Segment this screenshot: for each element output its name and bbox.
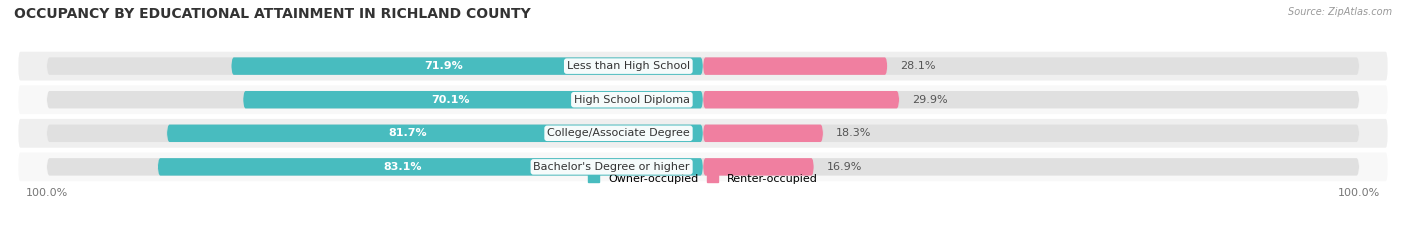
Legend: Owner-occupied, Renter-occupied: Owner-occupied, Renter-occupied: [583, 169, 823, 188]
Text: 100.0%: 100.0%: [1339, 188, 1381, 198]
Text: OCCUPANCY BY EDUCATIONAL ATTAINMENT IN RICHLAND COUNTY: OCCUPANCY BY EDUCATIONAL ATTAINMENT IN R…: [14, 7, 531, 21]
FancyBboxPatch shape: [46, 57, 1360, 75]
Text: 29.9%: 29.9%: [912, 95, 948, 105]
Text: 28.1%: 28.1%: [900, 61, 936, 71]
Text: 71.9%: 71.9%: [425, 61, 463, 71]
Text: 83.1%: 83.1%: [384, 162, 422, 172]
FancyBboxPatch shape: [17, 84, 1389, 115]
FancyBboxPatch shape: [703, 91, 900, 108]
Text: High School Diploma: High School Diploma: [574, 95, 690, 105]
FancyBboxPatch shape: [46, 91, 1360, 108]
Text: College/Associate Degree: College/Associate Degree: [547, 128, 690, 138]
Text: 16.9%: 16.9%: [827, 162, 862, 172]
FancyBboxPatch shape: [703, 158, 814, 176]
FancyBboxPatch shape: [703, 125, 823, 142]
FancyBboxPatch shape: [167, 125, 703, 142]
FancyBboxPatch shape: [46, 125, 1360, 142]
Text: Source: ZipAtlas.com: Source: ZipAtlas.com: [1288, 7, 1392, 17]
FancyBboxPatch shape: [17, 151, 1389, 182]
Text: 100.0%: 100.0%: [25, 188, 67, 198]
Text: 81.7%: 81.7%: [389, 128, 427, 138]
Text: 18.3%: 18.3%: [837, 128, 872, 138]
FancyBboxPatch shape: [17, 51, 1389, 82]
FancyBboxPatch shape: [243, 91, 703, 108]
Text: Bachelor's Degree or higher: Bachelor's Degree or higher: [533, 162, 690, 172]
FancyBboxPatch shape: [703, 57, 887, 75]
Text: 70.1%: 70.1%: [430, 95, 470, 105]
FancyBboxPatch shape: [17, 118, 1389, 149]
Text: Less than High School: Less than High School: [567, 61, 690, 71]
FancyBboxPatch shape: [46, 158, 1360, 176]
FancyBboxPatch shape: [157, 158, 703, 176]
FancyBboxPatch shape: [231, 57, 703, 75]
